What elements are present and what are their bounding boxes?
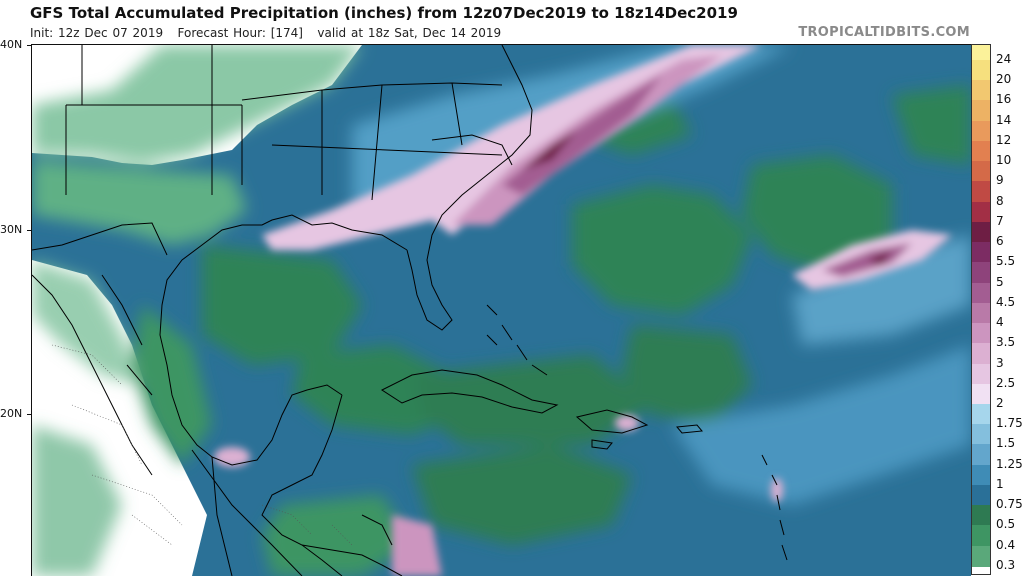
colorbar-cell bbox=[972, 484, 990, 506]
init-time: Init: 12z Dec 07 2019 bbox=[30, 26, 164, 40]
lat-tick bbox=[27, 230, 31, 231]
coastlines bbox=[32, 45, 788, 576]
colorbar-label: 0.3 bbox=[996, 557, 1016, 572]
valid-time: valid at 18z Sat, Dec 14 2019 bbox=[317, 26, 502, 40]
colorbar-label: 14 bbox=[996, 112, 1012, 127]
colorbar-label: 1 bbox=[996, 476, 1004, 491]
colorbar-label: 2 bbox=[996, 396, 1004, 410]
colorbar-label: 10 bbox=[996, 153, 1012, 168]
colorbar-label: 4.5 bbox=[996, 294, 1016, 309]
colorbar-label: 1.25 bbox=[996, 456, 1023, 471]
colorbar-label: 20 bbox=[996, 72, 1012, 87]
colorbar-cell bbox=[972, 505, 990, 527]
lat-tick bbox=[27, 45, 31, 46]
colorbar-label: 2.5 bbox=[996, 375, 1016, 390]
colorbar-label: 1.75 bbox=[996, 416, 1023, 431]
colorbar-cell bbox=[972, 444, 990, 466]
colorbar-label: 7 bbox=[996, 213, 1004, 228]
colorbar-label: 24 bbox=[996, 52, 1012, 66]
colorbar-cell bbox=[972, 120, 990, 142]
colorbar-cell bbox=[972, 545, 990, 567]
colorbar-cell bbox=[972, 363, 990, 385]
colorbar-cell bbox=[972, 80, 990, 102]
lat-label-20n: 20N bbox=[0, 407, 23, 420]
colorbar-cell bbox=[972, 302, 990, 324]
colorbar-cell bbox=[972, 100, 990, 122]
colorbar-cell bbox=[972, 424, 990, 446]
lat-label-40n: 40N bbox=[0, 38, 23, 51]
forecast-hour: Forecast Hour: [174] bbox=[177, 26, 303, 40]
heavy-precip-streak bbox=[214, 45, 952, 576]
forecast-info: Init: 12z Dec 07 2019 Forecast Hour: [17… bbox=[30, 26, 501, 40]
colorbar-cell bbox=[972, 201, 990, 223]
colorbar-cell bbox=[972, 525, 990, 547]
colorbar-cell bbox=[972, 161, 990, 183]
colorbar-label: 8 bbox=[996, 193, 1004, 208]
colorbar-label: 5 bbox=[996, 274, 1004, 289]
colorbar-cell bbox=[972, 343, 990, 365]
colorbar-label: 16 bbox=[996, 92, 1012, 107]
colorbar-cell bbox=[972, 404, 990, 425]
lat-tick bbox=[27, 414, 31, 415]
colorbar-cell bbox=[972, 60, 990, 81]
colorbar-label: 12 bbox=[996, 132, 1012, 147]
brand-watermark: TROPICALTIDBITS.COM bbox=[798, 25, 970, 40]
colorbar-cell bbox=[972, 242, 990, 264]
colorbar-legend bbox=[971, 44, 991, 575]
colorbar-label: 5.5 bbox=[996, 254, 1016, 269]
precipitation-map[interactable] bbox=[31, 44, 971, 576]
colorbar-label: 6 bbox=[996, 234, 1004, 249]
map-canvas bbox=[32, 45, 971, 576]
colorbar-label: 9 bbox=[996, 173, 1004, 188]
colorbar-label: 0.5 bbox=[996, 517, 1016, 532]
colorbar-cell bbox=[972, 262, 990, 284]
page-title: GFS Total Accumulated Precipitation (inc… bbox=[30, 4, 738, 22]
colorbar-cell bbox=[972, 181, 990, 203]
colorbar-cell bbox=[972, 140, 990, 162]
colorbar-label: 3.5 bbox=[996, 335, 1016, 350]
colorbar-cell bbox=[972, 464, 990, 486]
colorbar-cell bbox=[972, 221, 990, 243]
colorbar-cell bbox=[972, 45, 990, 60]
colorbar-cell bbox=[972, 383, 990, 405]
colorbar-label: 4 bbox=[996, 315, 1004, 330]
colorbar-label: 1.5 bbox=[996, 436, 1016, 451]
colorbar-label: 0.4 bbox=[996, 537, 1016, 552]
colorbar-label: 0.75 bbox=[996, 497, 1023, 512]
colorbar-label: 3 bbox=[996, 355, 1004, 370]
lat-label-30n: 30N bbox=[0, 223, 23, 236]
colorbar-cell bbox=[972, 323, 990, 345]
colorbar-cell bbox=[972, 282, 990, 304]
